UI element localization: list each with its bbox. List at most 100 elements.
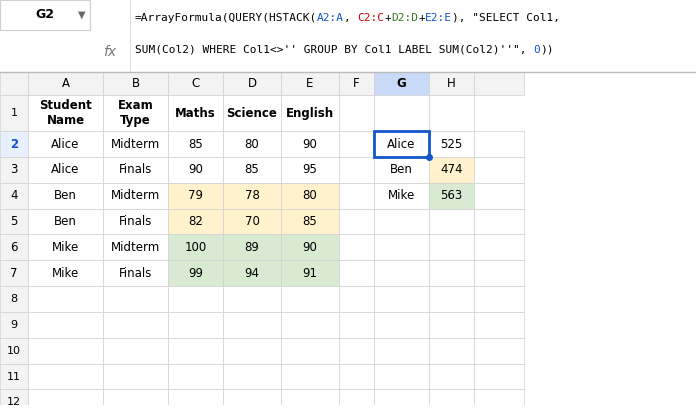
Bar xyxy=(281,235,339,260)
Bar xyxy=(474,208,524,235)
Text: Finals: Finals xyxy=(119,163,152,176)
Text: 5: 5 xyxy=(10,215,17,228)
Bar xyxy=(28,95,103,131)
Bar xyxy=(168,71,223,95)
Bar xyxy=(429,131,474,157)
Text: 2: 2 xyxy=(10,137,18,151)
Text: A: A xyxy=(61,77,70,90)
Bar xyxy=(28,208,103,235)
Bar xyxy=(223,260,281,286)
Text: 4: 4 xyxy=(10,189,18,202)
Text: Science: Science xyxy=(227,107,278,120)
Bar xyxy=(28,286,103,312)
Text: C: C xyxy=(191,77,200,90)
Bar xyxy=(103,95,168,131)
Bar xyxy=(223,312,281,338)
Bar xyxy=(103,364,168,389)
Text: Ben: Ben xyxy=(390,163,413,176)
Text: 94: 94 xyxy=(244,267,260,280)
Bar xyxy=(0,260,28,286)
Bar xyxy=(374,286,429,312)
Text: 474: 474 xyxy=(441,163,463,176)
Text: Finals: Finals xyxy=(119,215,152,228)
Text: 89: 89 xyxy=(244,241,260,254)
Text: 85: 85 xyxy=(188,137,203,151)
Bar xyxy=(28,183,103,208)
Text: Mike: Mike xyxy=(388,189,415,202)
Text: 90: 90 xyxy=(188,163,203,176)
Text: 9: 9 xyxy=(10,320,17,330)
Bar xyxy=(103,157,168,183)
Text: 6: 6 xyxy=(10,241,18,254)
Bar xyxy=(339,364,374,389)
Bar xyxy=(374,208,429,235)
Bar xyxy=(103,131,168,157)
Bar xyxy=(374,183,429,208)
Bar xyxy=(474,389,524,408)
Bar xyxy=(0,208,28,235)
Bar xyxy=(168,389,223,408)
Bar xyxy=(374,131,429,157)
Text: Ben: Ben xyxy=(54,189,77,202)
Bar xyxy=(281,286,339,312)
Bar xyxy=(103,389,168,408)
Text: 79: 79 xyxy=(188,189,203,202)
Bar xyxy=(374,71,429,95)
Bar xyxy=(429,208,474,235)
Bar xyxy=(374,260,429,286)
Bar xyxy=(0,389,28,408)
Bar xyxy=(103,235,168,260)
Text: C2:C: C2:C xyxy=(358,13,385,23)
Bar xyxy=(339,312,374,338)
Bar xyxy=(168,312,223,338)
Text: fx: fx xyxy=(104,44,116,59)
Bar xyxy=(168,95,223,131)
Text: 100: 100 xyxy=(184,241,207,254)
Bar xyxy=(281,389,339,408)
Text: G2: G2 xyxy=(35,9,54,21)
Bar xyxy=(474,338,524,364)
Bar xyxy=(339,338,374,364)
Bar xyxy=(429,157,474,183)
Text: Maths: Maths xyxy=(175,107,216,120)
Text: 10: 10 xyxy=(7,346,21,356)
Text: B: B xyxy=(132,77,140,90)
Bar xyxy=(281,71,339,95)
Bar xyxy=(0,338,28,364)
Text: 563: 563 xyxy=(441,189,463,202)
Bar xyxy=(28,312,103,338)
Text: 70: 70 xyxy=(244,215,260,228)
Text: Mike: Mike xyxy=(52,267,79,280)
Bar xyxy=(429,364,474,389)
Bar xyxy=(281,338,339,364)
Bar xyxy=(28,71,103,95)
Bar xyxy=(474,157,524,183)
Bar xyxy=(474,235,524,260)
Bar xyxy=(474,260,524,286)
Bar xyxy=(223,183,281,208)
Text: 12: 12 xyxy=(7,397,21,407)
Bar xyxy=(281,131,339,157)
Text: ), "SELECT Col1,: ), "SELECT Col1, xyxy=(452,13,560,23)
Bar xyxy=(339,389,374,408)
Text: H: H xyxy=(447,77,456,90)
Text: 85: 85 xyxy=(244,163,260,176)
Text: 90: 90 xyxy=(303,137,317,151)
Bar xyxy=(28,389,103,408)
Text: 11: 11 xyxy=(7,372,21,381)
Text: ▼: ▼ xyxy=(78,10,86,20)
Bar xyxy=(0,235,28,260)
Bar xyxy=(168,157,223,183)
Text: A2:A: A2:A xyxy=(317,13,345,23)
Text: 99: 99 xyxy=(188,267,203,280)
Bar xyxy=(0,71,28,95)
Bar xyxy=(339,208,374,235)
Bar xyxy=(429,286,474,312)
Text: Exam
Type: Exam Type xyxy=(118,99,153,127)
Bar xyxy=(223,95,281,131)
Bar xyxy=(223,71,281,95)
Bar xyxy=(223,286,281,312)
Bar xyxy=(339,131,374,157)
Bar xyxy=(0,0,90,30)
Text: Ben: Ben xyxy=(54,215,77,228)
